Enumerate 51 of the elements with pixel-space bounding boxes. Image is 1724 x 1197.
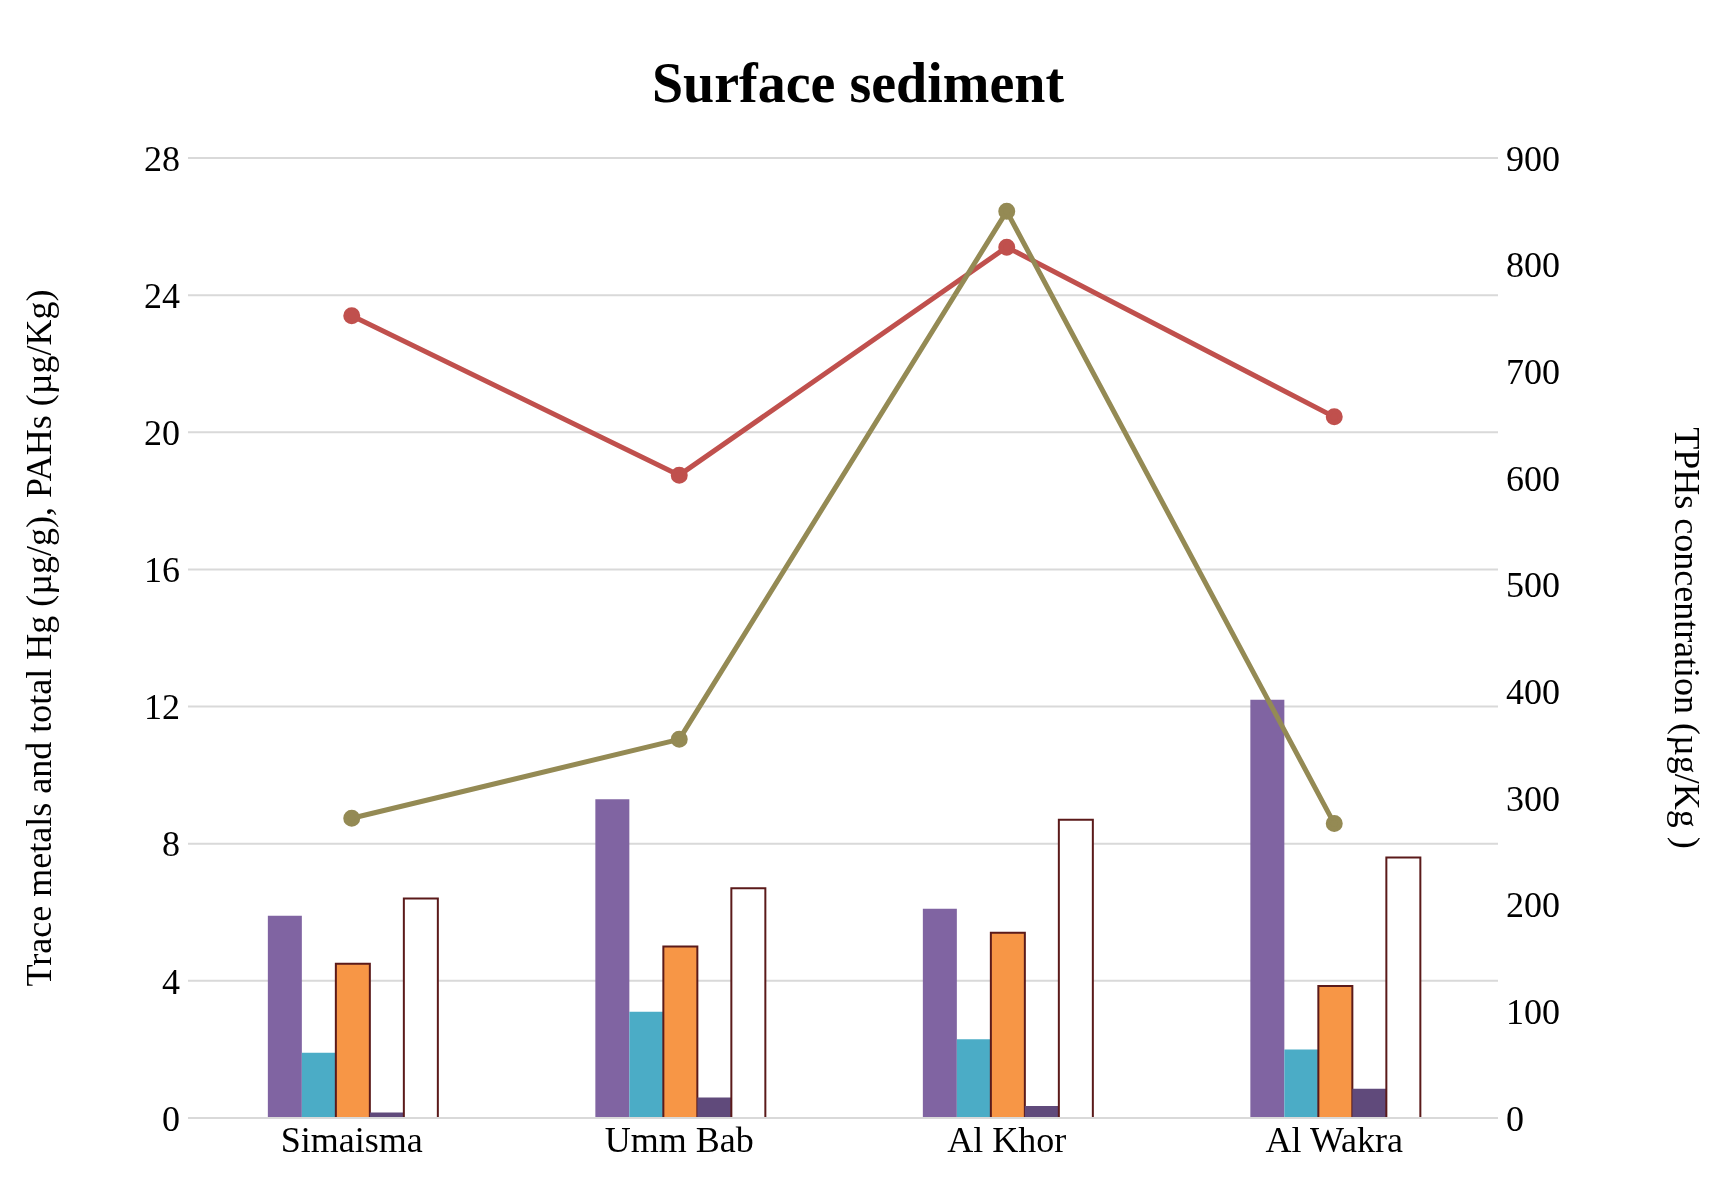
point (343, 809, 361, 827)
bar (697, 1097, 732, 1118)
point (1325, 408, 1343, 426)
y2-tick-label: 100 (1506, 992, 1560, 1033)
y-tick-label: 8 (162, 824, 180, 865)
bar (1057, 818, 1094, 1118)
bar (334, 962, 371, 1118)
point (670, 466, 688, 484)
y-axis-title: Trace metals and total Hg (µg/g), PAHs (µg/Kg) (18, 289, 59, 987)
y2-tick-label: 400 (1506, 672, 1560, 713)
y-tick-label: 0 (162, 1098, 180, 1139)
bar (595, 799, 630, 1118)
y-tick-label: 28 (144, 138, 180, 179)
y2-tick-label: 300 (1506, 778, 1560, 819)
point (1325, 815, 1343, 833)
y2-tick-label: 200 (1506, 885, 1560, 926)
y2-tick-label: 500 (1506, 565, 1560, 606)
bar (301, 1052, 336, 1118)
bar (989, 931, 1026, 1118)
x-tick-label: Al Wakra (1265, 1119, 1403, 1160)
y-tick-label: 16 (144, 550, 180, 591)
bar (629, 1011, 664, 1118)
point (343, 307, 361, 325)
bar (1385, 856, 1422, 1118)
y-tick-label: 4 (162, 961, 180, 1002)
x-tick-label: Umm Bab (604, 1119, 754, 1160)
y2-tick-label: 900 (1506, 138, 1560, 179)
y-tick-label: 12 (144, 687, 180, 728)
y2-tick-label: 0 (1506, 1098, 1524, 1139)
bar (662, 945, 699, 1118)
point (670, 730, 688, 748)
bar (956, 1039, 991, 1118)
bar (1352, 1088, 1387, 1118)
chart-title: Surface sediment (650, 51, 1066, 114)
y-tick-label: 24 (144, 275, 180, 316)
bar (1250, 699, 1285, 1118)
bar (402, 897, 439, 1118)
x-tick-label: Simaisma (280, 1119, 423, 1160)
bar (730, 887, 767, 1118)
y2-tick-label: 600 (1506, 458, 1560, 499)
point (998, 238, 1016, 256)
point (998, 202, 1016, 220)
bar (922, 908, 957, 1118)
y2-tick-label: 800 (1506, 245, 1560, 286)
y-tick-label: 20 (144, 413, 180, 454)
y2-tick-label: 700 (1506, 352, 1560, 393)
bar (1284, 1049, 1319, 1118)
y2-axis-title: TPHs concentration (µg/Kg ) (1667, 427, 1708, 849)
x-tick-label: Al Khor (947, 1119, 1067, 1160)
bar (267, 915, 302, 1118)
bar (1317, 985, 1354, 1118)
